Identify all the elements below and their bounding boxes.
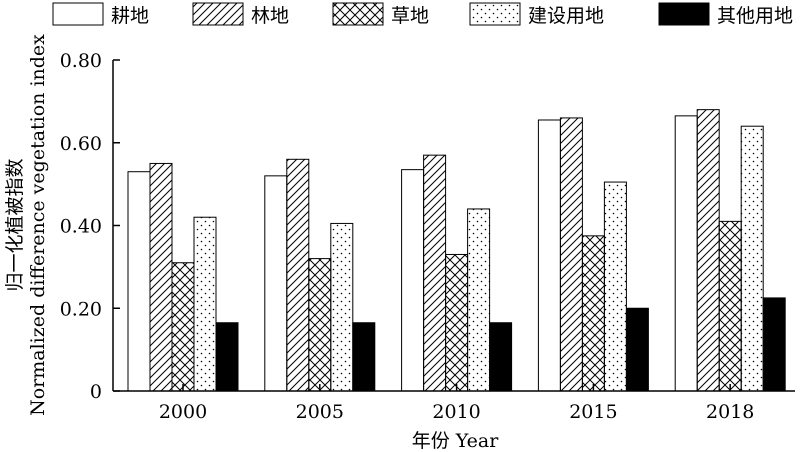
bar-2010-1: [401, 169, 425, 392]
legend-label: 草地: [391, 5, 429, 27]
y-ticks: 0 0.20 0.40 0.60 0.80: [60, 50, 120, 403]
legend-label: 耕地: [111, 5, 149, 27]
bar-2000-5: [215, 322, 239, 392]
bar-2000-4: [193, 216, 217, 392]
legend-swatch: [658, 2, 710, 26]
y-axis-title-cn: 归一化植被指数: [4, 158, 26, 291]
y-tick-label: 0.20: [60, 298, 102, 320]
bar-2015-1: [537, 119, 561, 392]
y-tick-label: 0.60: [60, 133, 102, 155]
y-tick-label: 0: [90, 381, 102, 403]
bar-2005-1: [264, 175, 288, 392]
bar-2015-5: [625, 307, 649, 392]
x-tick-label: 2000: [159, 401, 207, 423]
bar-2010-3: [445, 253, 469, 392]
bar-2018-2: [696, 109, 720, 392]
bar-2000-1: [127, 171, 151, 392]
bar-2015-2: [559, 117, 583, 392]
bar-2015-3: [581, 235, 605, 392]
legend-swatch: [52, 2, 104, 26]
x-axis-title: 年份 Year: [412, 430, 500, 452]
x-tick-label: 2005: [296, 401, 344, 423]
legend-swatch: [192, 2, 244, 26]
bar-2010-5: [489, 322, 513, 392]
x-ticks: 2000 2005 2010 2015 2018: [159, 384, 754, 423]
x-tick-label: 2010: [432, 401, 480, 423]
legend: 耕地 林地 草地 建设用地 其他用地: [52, 2, 793, 27]
bar-2005-3: [308, 258, 332, 392]
legend-swatch: [332, 2, 384, 26]
bar-2018-3: [718, 220, 742, 392]
y-tick-label: 0.80: [60, 50, 102, 72]
bar-2005-5: [352, 322, 376, 392]
bar-2010-2: [423, 154, 447, 392]
x-tick-label: 2015: [569, 401, 617, 423]
legend-label: 其他用地: [717, 5, 793, 27]
bar-2005-4: [330, 222, 354, 392]
bar-2010-4: [467, 208, 491, 392]
bar-2018-1: [674, 115, 698, 392]
legend-swatch: [469, 2, 521, 26]
legend-label: 林地: [251, 5, 289, 27]
bars: [127, 109, 786, 392]
x-tick-label: 2018: [706, 401, 754, 423]
bar-2018-4: [740, 125, 764, 392]
bar-2000-2: [149, 162, 173, 392]
y-tick-label: 0.40: [60, 216, 102, 238]
bar-2000-3: [171, 262, 195, 392]
bar-2005-2: [286, 158, 310, 392]
bar-2015-4: [603, 181, 627, 392]
y-axis-title-en: Normalized difference vegetation index: [27, 34, 49, 416]
legend-label: 建设用地: [528, 5, 604, 27]
bar-2018-5: [762, 297, 786, 392]
